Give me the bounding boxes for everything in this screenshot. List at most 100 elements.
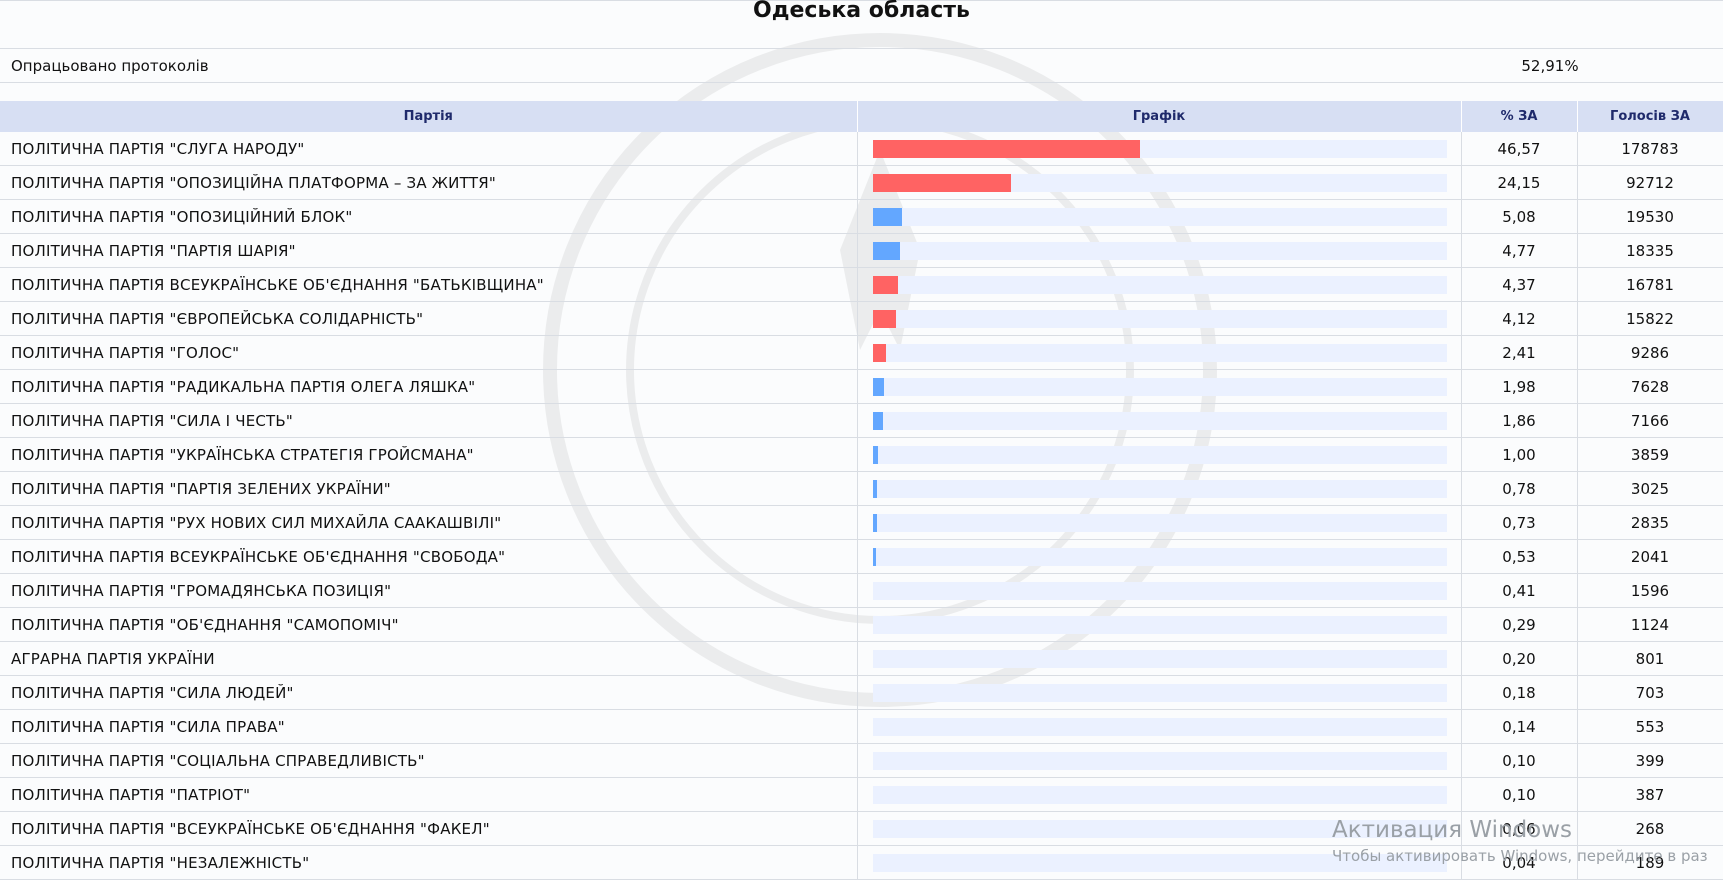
votes-value: 7628 (1577, 370, 1723, 404)
bar-fill (873, 752, 874, 770)
percent-value: 0,73 (1461, 506, 1577, 540)
party-name: ПОЛІТИЧНА ПАРТІЯ "РАДИКАЛЬНА ПАРТІЯ ОЛЕГ… (0, 370, 857, 404)
bar-track (873, 208, 1447, 226)
table-row: ПОЛІТИЧНА ПАРТІЯ "УКРАЇНСЬКА СТРАТЕГІЯ Г… (0, 438, 1723, 472)
votes-value: 189 (1577, 846, 1723, 880)
bar-track (873, 344, 1447, 362)
bar-track (873, 582, 1447, 600)
party-name: ПОЛІТИЧНА ПАРТІЯ "СЛУГА НАРОДУ" (0, 132, 857, 166)
chart-cell (857, 302, 1461, 336)
processed-protocols-row: Опрацьовано протоколів 52,91% (0, 48, 1723, 83)
chart-cell (857, 846, 1461, 880)
percent-value: 0,41 (1461, 574, 1577, 608)
chart-cell (857, 132, 1461, 166)
percent-value: 0,10 (1461, 744, 1577, 778)
column-header-party[interactable]: Партія (0, 101, 857, 132)
chart-cell (857, 608, 1461, 642)
votes-value: 3025 (1577, 472, 1723, 506)
party-name: ПОЛІТИЧНА ПАРТІЯ "НЕЗАЛЕЖНІСТЬ" (0, 846, 857, 880)
percent-value: 0,78 (1461, 472, 1577, 506)
votes-value: 19530 (1577, 200, 1723, 234)
percent-value: 1,86 (1461, 404, 1577, 438)
votes-value: 703 (1577, 676, 1723, 710)
table-row: ПОЛІТИЧНА ПАРТІЯ "СОЦІАЛЬНА СПРАВЕДЛИВІС… (0, 744, 1723, 778)
votes-value: 801 (1577, 642, 1723, 676)
bar-fill (873, 616, 875, 634)
column-header-votes[interactable]: Голосів ЗА (1577, 101, 1723, 132)
votes-value: 7166 (1577, 404, 1723, 438)
percent-value: 46,57 (1461, 132, 1577, 166)
bar-fill (873, 582, 875, 600)
chart-cell (857, 778, 1461, 812)
party-name: ПОЛІТИЧНА ПАРТІЯ "ПАРТІЯ ШАРІЯ" (0, 234, 857, 268)
column-header-percent[interactable]: % ЗА (1461, 101, 1577, 132)
bar-fill (873, 548, 876, 566)
processed-protocols-value: 52,91% (1440, 57, 1660, 75)
table-row: ПОЛІТИЧНА ПАРТІЯ "РУХ НОВИХ СИЛ МИХАЙЛА … (0, 506, 1723, 540)
percent-value: 5,08 (1461, 200, 1577, 234)
percent-value: 4,37 (1461, 268, 1577, 302)
party-name: ПОЛІТИЧНА ПАРТІЯ ВСЕУКРАЇНСЬКЕ ОБ'ЄДНАНН… (0, 540, 857, 574)
party-name: ПОЛІТИЧНА ПАРТІЯ "ОПОЗИЦІЙНА ПЛАТФОРМА –… (0, 166, 857, 200)
bar-fill (873, 140, 1140, 158)
votes-value: 9286 (1577, 336, 1723, 370)
votes-value: 178783 (1577, 132, 1723, 166)
chart-cell (857, 166, 1461, 200)
percent-value: 0,14 (1461, 710, 1577, 744)
votes-value: 268 (1577, 812, 1723, 846)
party-name: ПОЛІТИЧНА ПАРТІЯ "ВСЕУКРАЇНСЬКЕ ОБ'ЄДНАН… (0, 812, 857, 846)
bar-fill (873, 242, 900, 260)
votes-value: 2835 (1577, 506, 1723, 540)
bar-track (873, 174, 1447, 192)
bar-fill (873, 446, 879, 464)
bar-fill (873, 718, 874, 736)
chart-cell (857, 472, 1461, 506)
table-row: ПОЛІТИЧНА ПАРТІЯ "ОБ'ЄДНАННЯ "САМОПОМІЧ"… (0, 608, 1723, 642)
table-row: ПОЛІТИЧНА ПАРТІЯ "ОПОЗИЦІЙНА ПЛАТФОРМА –… (0, 166, 1723, 200)
bar-track (873, 514, 1447, 532)
table-row: ПОЛІТИЧНА ПАРТІЯ "ГРОМАДЯНСЬКА ПОЗИЦІЯ"0… (0, 574, 1723, 608)
bar-track (873, 310, 1447, 328)
bar-fill (873, 480, 877, 498)
chart-cell (857, 268, 1461, 302)
party-name: ПОЛІТИЧНА ПАРТІЯ "ОПОЗИЦІЙНИЙ БЛОК" (0, 200, 857, 234)
votes-value: 15822 (1577, 302, 1723, 336)
votes-value: 1124 (1577, 608, 1723, 642)
bar-fill (873, 310, 897, 328)
chart-cell (857, 506, 1461, 540)
bar-track (873, 820, 1447, 838)
processed-protocols-label: Опрацьовано протоколів (11, 57, 209, 75)
table-row: ПОЛІТИЧНА ПАРТІЯ "РАДИКАЛЬНА ПАРТІЯ ОЛЕГ… (0, 370, 1723, 404)
bar-track (873, 276, 1447, 294)
bar-track (873, 242, 1447, 260)
chart-cell (857, 200, 1461, 234)
votes-value: 553 (1577, 710, 1723, 744)
party-name: ПОЛІТИЧНА ПАРТІЯ "СИЛА ПРАВА" (0, 710, 857, 744)
bar-fill (873, 684, 874, 702)
table-row: ПОЛІТИЧНА ПАРТІЯ "ЄВРОПЕЙСЬКА СОЛІДАРНІС… (0, 302, 1723, 336)
chart-cell (857, 676, 1461, 710)
party-name: ПОЛІТИЧНА ПАРТІЯ "ЄВРОПЕЙСЬКА СОЛІДАРНІС… (0, 302, 857, 336)
bar-fill (873, 276, 898, 294)
bar-fill (873, 412, 884, 430)
bar-track (873, 446, 1447, 464)
bar-fill (873, 344, 887, 362)
chart-cell (857, 336, 1461, 370)
table-row: ПОЛІТИЧНА ПАРТІЯ ВСЕУКРАЇНСЬКЕ ОБ'ЄДНАНН… (0, 540, 1723, 574)
party-name: ПОЛІТИЧНА ПАРТІЯ "СИЛА ЛЮДЕЙ" (0, 676, 857, 710)
party-name: ПОЛІТИЧНА ПАРТІЯ "ПАРТІЯ ЗЕЛЕНИХ УКРАЇНИ… (0, 472, 857, 506)
chart-cell (857, 744, 1461, 778)
bar-fill (873, 786, 874, 804)
votes-value: 3859 (1577, 438, 1723, 472)
percent-value: 4,12 (1461, 302, 1577, 336)
column-header-chart[interactable]: Графік (857, 101, 1461, 132)
